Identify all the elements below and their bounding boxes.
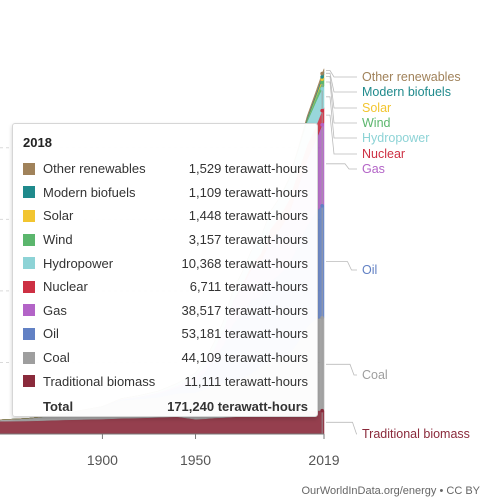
leader-line bbox=[326, 114, 357, 155]
tooltip-series-name: Oil bbox=[43, 326, 59, 342]
tooltip-series-value: 44,109 terawatt-hours bbox=[181, 350, 308, 366]
tooltip-series-name: Traditional biomass bbox=[43, 373, 156, 389]
leader-line bbox=[326, 163, 357, 170]
legend-swatch bbox=[23, 304, 35, 317]
tooltip-series-name: Modern biofuels bbox=[43, 184, 136, 200]
x-tick-label-2019: 2019 bbox=[308, 452, 339, 468]
leader-line bbox=[326, 70, 357, 78]
tooltip-series-name: Coal bbox=[43, 350, 70, 366]
hover-dot bbox=[320, 204, 324, 208]
legend-swatch bbox=[23, 375, 35, 388]
legend-swatch bbox=[23, 280, 35, 293]
legend-swatch bbox=[23, 209, 35, 222]
series-label-hydropower: Hydropower bbox=[362, 131, 429, 145]
tooltip-series-value: 1,448 terawatt-hours bbox=[188, 208, 308, 224]
series-label-coal: Coal bbox=[362, 368, 388, 382]
leader-line bbox=[326, 421, 357, 435]
hover-dot bbox=[320, 87, 324, 91]
legend-swatch bbox=[23, 186, 35, 199]
tooltip-series-name: Solar bbox=[43, 208, 74, 224]
x-tick-label-1900: 1900 bbox=[87, 452, 118, 468]
tooltip-series-value: 11,111 terawatt-hours bbox=[184, 373, 308, 389]
hover-dot bbox=[320, 71, 324, 76]
hover-dot bbox=[320, 408, 324, 413]
tooltip-total-value: 171,240 terawatt-hours bbox=[167, 399, 308, 415]
series-label-wind: Wind bbox=[362, 116, 391, 130]
hover-dot bbox=[320, 75, 324, 79]
tooltip-series-name: Gas bbox=[43, 302, 67, 318]
tooltip-series-value: 10,368 terawatt-hours bbox=[181, 255, 308, 271]
tooltip-series-value: 53,181 terawatt-hours bbox=[181, 326, 308, 342]
tooltip-row: Solar 1,448 terawatt-hours bbox=[23, 204, 308, 228]
leader-line bbox=[326, 72, 357, 93]
x-tick-label-1950: 1950 bbox=[180, 452, 211, 468]
tooltip-series-value: 38,517 terawatt-hours bbox=[181, 302, 308, 318]
source-credit[interactable]: OurWorldInData.org/energy • CC BY bbox=[301, 485, 481, 497]
tooltip-series-name: Nuclear bbox=[43, 279, 88, 295]
series-label-traditional-biomass: Traditional biomass bbox=[362, 427, 470, 441]
tooltip-series-name: Other renewables bbox=[43, 161, 146, 177]
tooltip-row: Nuclear 6,711 terawatt-hours bbox=[23, 275, 308, 299]
tooltip-series-value: 1,109 terawatt-hours bbox=[188, 184, 308, 200]
tooltip-row: Gas 38,517 terawatt-hours bbox=[23, 299, 308, 323]
leader-line bbox=[326, 81, 357, 124]
hover-dot bbox=[320, 315, 324, 320]
tooltip-series-value: 6,711 terawatt-hours bbox=[189, 279, 308, 295]
tooltip-series-value: 1,529 terawatt-hours bbox=[188, 161, 308, 177]
series-label-solar: Solar bbox=[362, 101, 391, 115]
tooltip-row: Oil 53,181 terawatt-hours bbox=[23, 322, 308, 346]
series-label-gas: Gas bbox=[362, 162, 385, 176]
tooltip-row: Other renewables 1,529 terawatt-hours bbox=[23, 157, 308, 181]
hover-dot bbox=[320, 80, 324, 84]
legend-swatch bbox=[23, 327, 35, 340]
tooltip-row: Coal 44,109 terawatt-hours bbox=[23, 346, 308, 370]
leader-line bbox=[326, 96, 357, 139]
tooltip-series-value: 3,157 terawatt-hours bbox=[188, 232, 308, 248]
legend-swatch bbox=[23, 162, 35, 175]
series-label-other-renewables: Other renewables bbox=[362, 70, 461, 84]
leader-line bbox=[326, 261, 357, 271]
series-label-oil: Oil bbox=[362, 263, 377, 277]
tooltip-row: Wind 3,157 terawatt-hours bbox=[23, 228, 308, 252]
series-label-modern-biofuels: Modern biofuels bbox=[362, 85, 451, 99]
tooltip-row: Modern biofuels 1,109 terawatt-hours bbox=[23, 181, 308, 205]
tooltip-row: Traditional biomass 11,111 terawatt-hours bbox=[23, 369, 308, 393]
legend-swatch bbox=[23, 351, 35, 364]
tooltip-total-row: Total 171,240 terawatt-hours bbox=[23, 395, 308, 419]
hover-dot bbox=[320, 108, 324, 113]
tooltip-row: Hydropower 10,368 terawatt-hours bbox=[23, 251, 308, 275]
tooltip-title: 2018 bbox=[23, 135, 52, 150]
leader-line bbox=[326, 76, 357, 109]
tooltip-series-name: Hydropower bbox=[43, 255, 114, 271]
series-label-nuclear: Nuclear bbox=[362, 147, 405, 161]
tooltip-total-label: Total bbox=[43, 399, 74, 415]
leader-line bbox=[326, 363, 357, 376]
tooltip-series-name: Wind bbox=[43, 232, 73, 248]
legend-swatch bbox=[23, 233, 35, 246]
hover-dot bbox=[320, 122, 324, 127]
legend-swatch bbox=[23, 257, 35, 270]
hover-tooltip: 2018 Other renewables 1,529 terawatt-hour… bbox=[12, 123, 318, 417]
